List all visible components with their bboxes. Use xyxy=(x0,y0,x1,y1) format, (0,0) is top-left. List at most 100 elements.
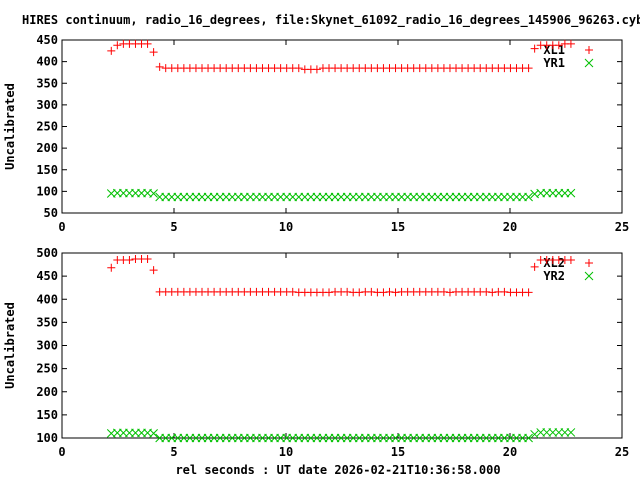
legend-marker xyxy=(584,271,594,281)
data-point xyxy=(270,433,279,443)
data-point xyxy=(451,192,461,202)
x-tick-label: 25 xyxy=(615,220,629,234)
y-tick-label: 100 xyxy=(36,431,58,445)
data-point xyxy=(530,429,539,439)
data-point xyxy=(500,192,509,202)
data-point xyxy=(391,192,400,202)
data-point xyxy=(421,433,431,443)
data-point xyxy=(530,262,539,271)
data-point xyxy=(197,433,207,443)
x-tick-label: 15 xyxy=(391,445,405,459)
data-point xyxy=(385,192,394,202)
data-point xyxy=(397,433,406,443)
data-point xyxy=(566,428,576,437)
data-point xyxy=(312,65,321,74)
y-tick-label: 100 xyxy=(36,184,58,198)
data-point xyxy=(282,433,292,443)
data-point xyxy=(173,433,183,443)
data-point xyxy=(566,188,576,198)
data-point xyxy=(415,192,425,202)
data-point xyxy=(239,192,249,202)
data-point xyxy=(433,192,443,202)
data-point xyxy=(112,428,122,438)
data-point xyxy=(239,433,249,443)
y-axis-label: Uncalibrated xyxy=(3,302,17,389)
x-tick-label: 25 xyxy=(615,445,629,459)
data-point xyxy=(445,192,455,202)
data-point xyxy=(143,39,152,48)
data-point xyxy=(481,192,491,202)
data-point xyxy=(524,288,533,297)
x-tick-label: 10 xyxy=(279,220,293,234)
x-tick-label: 10 xyxy=(279,445,293,459)
data-point xyxy=(149,266,158,275)
y-tick-label: 150 xyxy=(36,163,58,177)
data-point xyxy=(227,433,237,443)
data-point xyxy=(161,433,171,443)
y-tick-label: 200 xyxy=(36,141,58,155)
data-point xyxy=(264,192,273,202)
data-point xyxy=(119,428,128,438)
data-point xyxy=(366,433,376,443)
data-point xyxy=(300,433,310,443)
data-point xyxy=(403,192,412,202)
y-tick-label: 250 xyxy=(36,120,58,134)
data-point xyxy=(312,433,322,443)
data-point xyxy=(276,192,285,202)
data-point xyxy=(530,44,539,53)
data-point xyxy=(506,433,515,443)
data-point xyxy=(197,192,207,202)
data-point xyxy=(391,433,400,443)
y-tick-label: 350 xyxy=(36,76,58,90)
data-point xyxy=(318,192,328,202)
data-point xyxy=(288,192,298,202)
data-point xyxy=(149,48,158,57)
data-point xyxy=(107,263,116,272)
data-point xyxy=(451,433,461,443)
data-point xyxy=(306,433,316,443)
data-point xyxy=(167,433,177,443)
x-tick-label: 0 xyxy=(58,445,65,459)
data-point xyxy=(385,433,394,443)
data-point xyxy=(373,433,382,443)
data-point xyxy=(282,192,292,202)
data-point xyxy=(487,192,497,202)
data-point xyxy=(161,192,171,202)
data-point xyxy=(427,433,437,443)
chart-title: HIRES continuum, radio_16_degrees, file:… xyxy=(22,13,640,28)
data-point xyxy=(354,192,364,202)
data-point xyxy=(312,192,322,202)
data-point xyxy=(131,428,140,438)
data-point xyxy=(155,62,164,71)
data-point xyxy=(233,433,243,443)
data-point xyxy=(433,433,443,443)
data-point xyxy=(463,433,473,443)
x-tick-label: 5 xyxy=(170,445,177,459)
data-point xyxy=(131,188,140,198)
data-point xyxy=(203,192,213,202)
plot-frame xyxy=(61,252,623,439)
data-point xyxy=(221,433,231,443)
data-point xyxy=(469,192,479,202)
data-point xyxy=(524,64,533,73)
data-point xyxy=(566,255,575,264)
data-point xyxy=(439,433,449,443)
data-point xyxy=(475,433,485,443)
data-point xyxy=(481,433,491,443)
data-point xyxy=(536,428,546,437)
data-point xyxy=(324,192,334,202)
data-point xyxy=(330,192,340,202)
data-point xyxy=(288,433,298,443)
data-point xyxy=(560,188,570,198)
data-point xyxy=(536,188,546,198)
data-point xyxy=(125,188,134,198)
data-point xyxy=(137,188,146,198)
data-point xyxy=(524,192,533,202)
data-point xyxy=(107,46,116,55)
data-point xyxy=(252,192,261,202)
x-tick-label: 0 xyxy=(58,220,65,234)
data-point xyxy=(366,192,376,202)
data-point xyxy=(360,433,370,443)
